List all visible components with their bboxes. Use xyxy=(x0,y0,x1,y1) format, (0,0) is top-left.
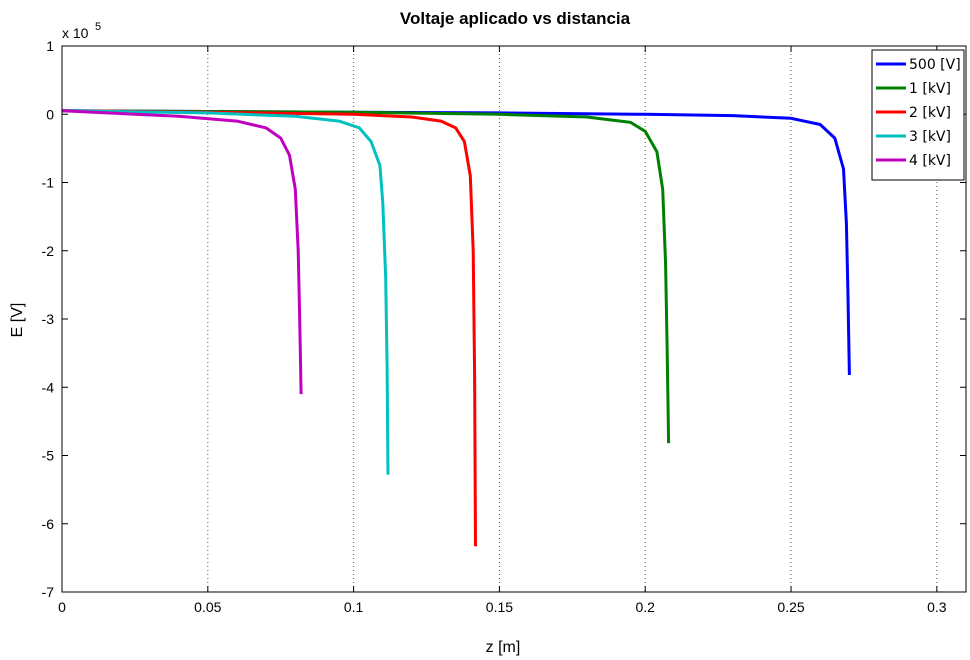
y-tick-label: -1 xyxy=(42,175,55,191)
x-tick-label: 0.2 xyxy=(635,599,655,615)
legend-label: 3 [kV] xyxy=(909,129,951,145)
y-tick-label: -4 xyxy=(42,379,55,395)
y-axis-label: E [V] xyxy=(9,303,26,338)
series-line xyxy=(61,109,303,395)
x-axis: 0 0.05 0.1 0.15 0.2 0.25 0.3 xyxy=(58,46,947,615)
y-tick-label: -5 xyxy=(42,448,55,464)
series-line xyxy=(61,109,671,444)
legend-label: 500 [V] xyxy=(909,57,961,73)
y-tick-label: 0 xyxy=(46,106,54,122)
legend: 500 [V] 1 [kV] 2 [kV] 3 [kV] 4 [kV] xyxy=(871,49,965,181)
y-tick-label: -3 xyxy=(42,311,55,327)
series-line xyxy=(61,109,390,475)
y-multiplier-exponent: 5 xyxy=(95,21,101,33)
chart-title: Voltaje aplicado vs distancia xyxy=(400,9,631,28)
x-tick-label: 0.05 xyxy=(194,599,221,615)
legend-box xyxy=(871,49,965,181)
x-tick-label: 0 xyxy=(58,599,66,615)
y-axis: 1 0 -1 -2 -3 -4 -5 -6 -7 xyxy=(42,38,966,600)
y-tick-label: -6 xyxy=(42,516,55,532)
plot-frame xyxy=(61,45,967,593)
series-line xyxy=(61,109,477,547)
legend-label: 4 [kV] xyxy=(909,153,951,169)
x-tick-label: 0.25 xyxy=(777,599,804,615)
x-tick-label: 0.1 xyxy=(344,599,364,615)
x-tick-label: 0.15 xyxy=(486,599,513,615)
x-axis-label: z [m] xyxy=(486,639,521,656)
y-tick-label: -7 xyxy=(42,584,55,600)
plot-area xyxy=(62,46,966,592)
y-tick-label: 1 xyxy=(46,38,54,54)
y-multiplier-label: x 10 xyxy=(62,25,89,41)
legend-label: 1 [kV] xyxy=(909,81,951,97)
x-tick-label: 0.3 xyxy=(927,599,947,615)
y-tick-label: -2 xyxy=(42,243,55,259)
series-layer xyxy=(61,45,967,593)
legend-label: 2 [kV] xyxy=(909,105,951,121)
plot-background xyxy=(62,46,966,592)
